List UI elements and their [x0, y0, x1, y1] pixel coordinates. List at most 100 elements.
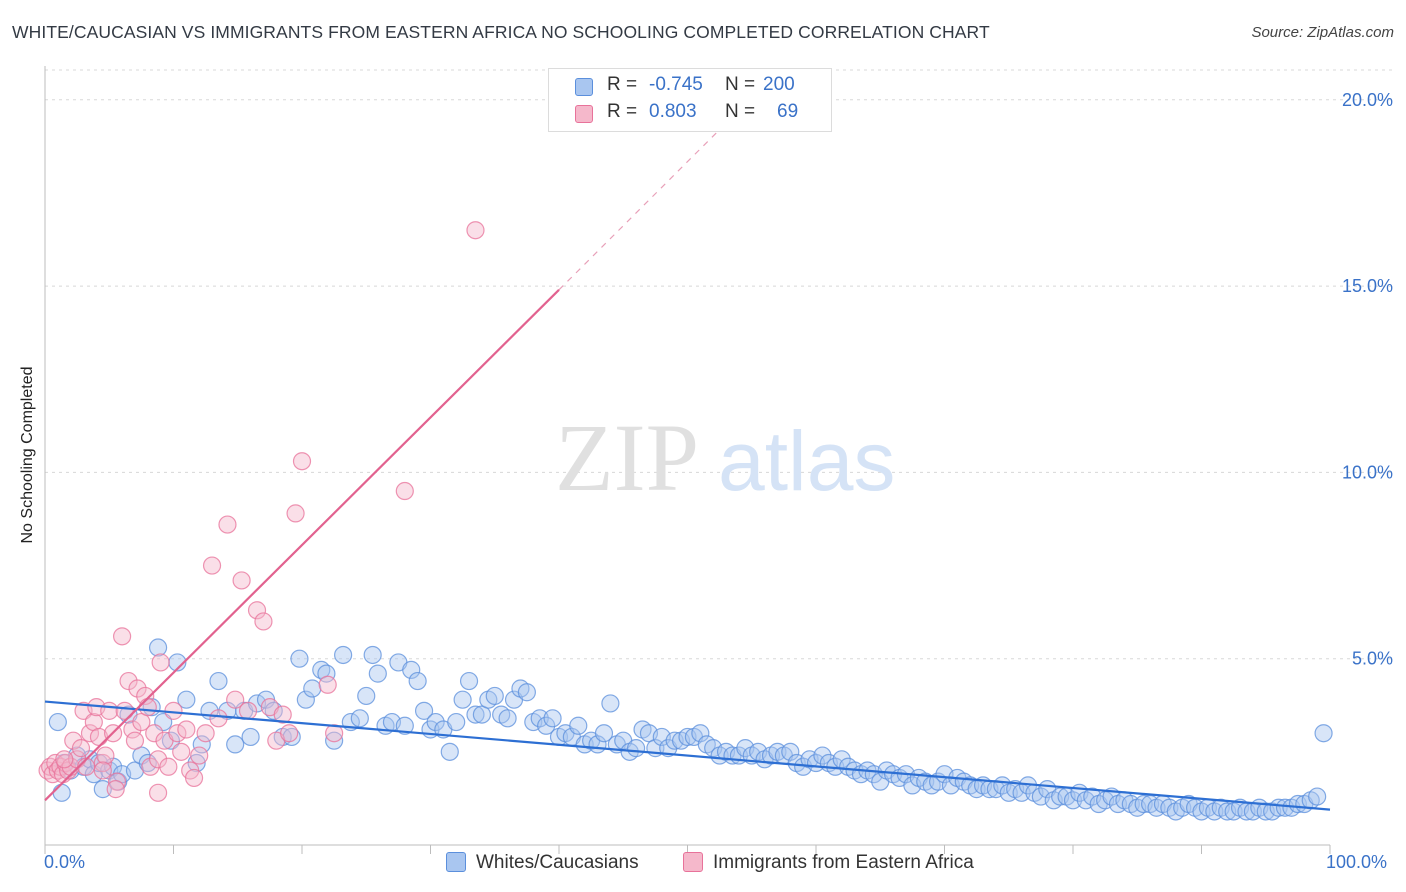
legend-n-value: 69 [777, 101, 799, 122]
point-whites [325, 731, 344, 750]
chart-title: WHITE/CAUCASIAN VS IMMIGRANTS FROM EASTE… [12, 22, 990, 42]
point-immigrants [136, 686, 155, 706]
point-whites [357, 686, 376, 706]
point-whites [408, 671, 427, 691]
trend-line-immigrants-extension [558, 129, 721, 291]
y-tick-labels: 5.0% 10.0% 15.0% 20.0% [1342, 90, 1393, 669]
point-whites [440, 742, 459, 761]
source-label: Source: ZipAtlas.com [1251, 24, 1394, 41]
legend-swatch-blue [575, 78, 593, 96]
point-immigrants [232, 571, 251, 590]
point-immigrants [93, 753, 112, 773]
point-immigrants [125, 731, 145, 750]
trend-line-immigrants [44, 289, 560, 802]
legend-r-value: 0.803 [649, 101, 697, 122]
watermark-atlas: atlas [718, 414, 895, 508]
y-tick-label: 15.0% [1342, 276, 1393, 296]
point-whites [402, 660, 421, 679]
point-whites [691, 724, 710, 743]
point-whites [52, 783, 71, 802]
legend-n-value: 200 [763, 74, 795, 95]
point-whites [414, 701, 434, 720]
point-immigrants [325, 724, 344, 743]
point-whites [453, 690, 472, 709]
data-points [38, 221, 1333, 821]
point-whites [781, 742, 800, 761]
point-whites [1308, 787, 1327, 806]
legend-swatch-blue [446, 852, 466, 872]
legend-swatch-pink [683, 852, 703, 872]
legend-item-whites: Whites/Caucasians [446, 852, 639, 874]
point-immigrants [184, 768, 204, 788]
point-whites [177, 690, 196, 709]
point-whites [1269, 798, 1288, 817]
point-whites [187, 753, 206, 773]
point-whites [1314, 724, 1333, 743]
point-whites [209, 671, 228, 691]
legend-n-label: N = [725, 101, 756, 122]
point-whites [569, 716, 588, 735]
point-whites [161, 731, 181, 750]
x-tick-label-min: 0.0% [44, 852, 86, 872]
legend-label-immigrants: Immigrants from Eastern Africa [713, 852, 974, 873]
point-whites [498, 709, 517, 728]
point-whites [48, 712, 67, 732]
point-immigrants [71, 739, 91, 758]
point-immigrants [226, 690, 245, 709]
point-immigrants [148, 750, 168, 769]
point-immigrants [286, 504, 305, 523]
legend-label-whites: Whites/Caucasians [476, 852, 639, 873]
point-immigrants [80, 724, 100, 743]
legend-r-value: -0.745 [649, 74, 703, 95]
point-whites [350, 709, 369, 728]
point-whites [226, 735, 245, 754]
point-immigrants [64, 731, 83, 750]
point-whites [626, 739, 646, 758]
point-immigrants [238, 701, 258, 720]
axes [44, 66, 1331, 854]
point-immigrants [115, 701, 134, 720]
point-whites [447, 712, 466, 732]
point-whites [303, 679, 322, 698]
point-immigrants [280, 724, 299, 743]
point-whites [148, 638, 168, 657]
point-whites [594, 724, 614, 743]
point-whites [363, 645, 382, 665]
point-whites [290, 649, 309, 668]
point-immigrants [93, 761, 112, 780]
point-immigrants [100, 701, 119, 720]
point-whites [93, 780, 112, 799]
point-immigrants [218, 515, 237, 534]
y-tick-label: 5.0% [1352, 649, 1393, 669]
point-immigrants [96, 746, 115, 765]
point-immigrants [202, 556, 222, 575]
point-immigrants [145, 724, 164, 743]
point-immigrants [177, 720, 196, 739]
x-tick-label-max: 100.0% [1326, 852, 1388, 872]
point-whites [192, 735, 211, 754]
point-whites [601, 694, 620, 713]
point-whites [1063, 791, 1083, 810]
point-immigrants [209, 709, 228, 728]
point-immigrants [273, 705, 292, 724]
legend-item-immigrants: Immigrants from Eastern Africa [683, 852, 974, 874]
correlation-legend: R = -0.745 N = 200 R = 0.803 N = 69 [548, 68, 832, 132]
watermark: ZIP atlas [555, 404, 895, 511]
point-whites [485, 686, 504, 706]
point-whites [368, 664, 387, 683]
trend-line-whites [44, 700, 1331, 811]
point-immigrants [151, 653, 170, 672]
point-immigrants [318, 675, 337, 694]
point-immigrants [247, 601, 267, 620]
point-immigrants [159, 757, 178, 776]
legend-n-label: N = [725, 74, 756, 95]
point-whites [813, 746, 832, 765]
grid-lines [45, 69, 1395, 660]
point-immigrants [292, 452, 312, 471]
point-whites [334, 645, 353, 665]
point-immigrants [138, 698, 157, 717]
point-immigrants [466, 221, 485, 240]
point-immigrants [112, 627, 132, 646]
point-immigrants [190, 746, 209, 765]
point-whites [395, 716, 414, 735]
